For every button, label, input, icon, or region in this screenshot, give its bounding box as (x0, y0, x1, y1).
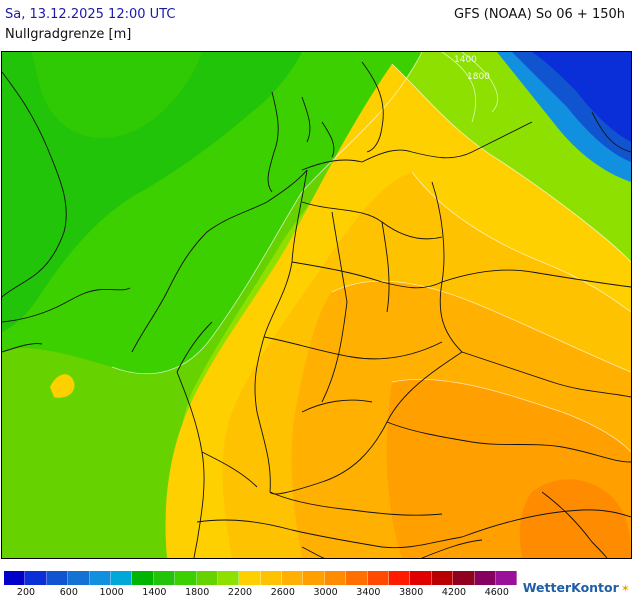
legend-tick-label: 600 (59, 587, 78, 598)
run-time: Sa, 13.12.2025 12:00 UTC (5, 7, 176, 22)
legend-tick-label: 4200 (441, 587, 467, 598)
legend-tick-label: 200 (16, 587, 36, 598)
legend-tick-label: 3400 (356, 587, 381, 598)
legend-tick-label: 4600 (484, 587, 509, 598)
legend-swatch (453, 571, 475, 585)
wetterkontor-logo: WetterKontor ✶ (523, 580, 630, 595)
legend-tick-label: 3800 (399, 587, 424, 598)
legend-swatch (153, 571, 176, 585)
legend-swatch (110, 571, 133, 585)
legend-swatch (303, 571, 325, 585)
legend-swatch (410, 571, 432, 585)
sun-wave-icon: ✶ (620, 582, 630, 595)
legend-swatch (431, 571, 454, 585)
legend-tick-label: 2600 (270, 587, 295, 598)
legend-swatch (282, 571, 304, 585)
legend-swatch (175, 571, 197, 585)
legend-tick-label: 1400 (142, 587, 167, 598)
legend-swatch (4, 571, 26, 585)
legend-swatch (260, 571, 283, 585)
legend-swatch (89, 571, 111, 585)
brand-name: WetterKontor (522, 580, 619, 595)
legend-swatch (389, 571, 411, 585)
contour-label: 1800 (467, 72, 490, 82)
contour-label: 1400 (454, 55, 477, 65)
legend-swatch (217, 571, 240, 585)
legend-swatch (346, 571, 368, 585)
legend-swatch (495, 571, 518, 585)
freezing-level-map: 1400 1800 (1, 51, 632, 559)
legend-swatch (474, 571, 496, 585)
legend-swatch (324, 571, 347, 585)
color-scale-legend (4, 571, 518, 585)
legend-tick-labels: 200 600 1000 1400 1800 2200 2600 3000 3400 3800 42… (4, 587, 518, 600)
legend-swatch (46, 571, 69, 585)
legend-tick-label: 1800 (185, 587, 210, 598)
legend-swatch (239, 571, 261, 585)
legend-swatch (367, 571, 390, 585)
parameter-title: Nullgradgrenze [m] (5, 27, 132, 42)
legend-swatch (25, 571, 47, 585)
legend-tick-label: 3000 (313, 587, 338, 598)
legend-swatch (68, 571, 90, 585)
legend-swatch (196, 571, 218, 585)
legend-swatch (132, 571, 154, 585)
legend-tick-label: 2200 (227, 587, 253, 598)
legend-tick-label: 1000 (99, 587, 124, 598)
model-info: GFS (NOAA) So 06 + 150h (454, 7, 625, 22)
